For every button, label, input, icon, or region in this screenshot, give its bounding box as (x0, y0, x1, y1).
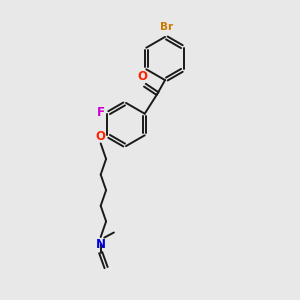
Text: F: F (97, 106, 105, 119)
Text: O: O (96, 130, 106, 143)
Text: N: N (96, 238, 106, 251)
Text: Br: Br (160, 22, 173, 32)
Text: O: O (137, 70, 148, 83)
